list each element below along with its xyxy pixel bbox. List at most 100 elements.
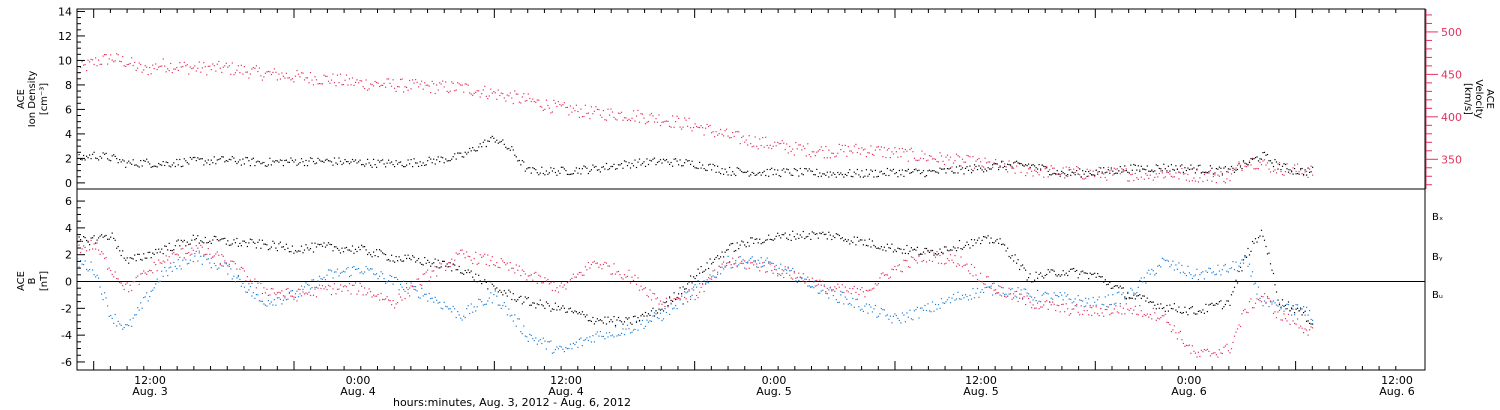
bz-point [787, 267, 789, 269]
ion-density-point [152, 166, 154, 168]
by-point [1306, 306, 1308, 308]
ion-density-point [410, 159, 412, 161]
bx-point [201, 241, 203, 243]
bz-point [529, 275, 531, 277]
velocity-point [978, 157, 980, 160]
bz-point [714, 269, 716, 271]
velocity-point [816, 151, 818, 153]
velocity-point [1038, 174, 1040, 176]
ion-density-point [78, 154, 80, 156]
bz-point [356, 293, 358, 295]
bz-point [550, 282, 552, 284]
bx-point [916, 246, 918, 248]
ion-density-point [159, 164, 161, 166]
ion-density-point [1188, 168, 1190, 171]
bx-point [693, 276, 695, 278]
bx-point [514, 299, 516, 301]
bx-point [841, 237, 843, 239]
ion-density-point [108, 159, 110, 161]
velocity-point [684, 117, 686, 119]
by-point [1073, 301, 1075, 303]
bz-point [1094, 312, 1096, 314]
velocity-point [961, 158, 964, 160]
bz-point [661, 303, 663, 305]
velocity-point [739, 143, 741, 145]
bz-point [1076, 303, 1078, 305]
by-point [171, 270, 173, 272]
by-point [802, 273, 804, 275]
ion-density-point [315, 162, 318, 164]
ion-density-point [571, 173, 573, 175]
bx-point [1037, 277, 1039, 279]
by-point [1016, 296, 1018, 298]
velocity-point [470, 93, 472, 95]
bx-point [242, 240, 244, 242]
velocity-point [1253, 168, 1255, 170]
velocity-point [847, 146, 849, 148]
by-point [143, 297, 145, 299]
velocity-point [688, 117, 690, 119]
ion-density-point [688, 160, 690, 162]
bx-point [294, 250, 297, 252]
velocity-point [718, 133, 720, 135]
ion-density-point [1037, 168, 1039, 170]
ion-density-point [554, 171, 556, 174]
bz-point [634, 274, 636, 276]
by-point [1164, 260, 1166, 262]
bz-point [987, 276, 989, 278]
by-point [376, 273, 378, 275]
by-point [1271, 301, 1273, 303]
bx-point [284, 248, 286, 251]
bz-point [772, 272, 774, 274]
ion-density-point [1002, 166, 1004, 169]
bx-point [318, 244, 321, 246]
bz-point [207, 248, 209, 250]
bz-point [1067, 308, 1069, 310]
ion-density-point [922, 170, 925, 172]
bz-point [658, 303, 660, 305]
bz-point [533, 272, 535, 274]
by-point [395, 276, 397, 279]
velocity-point [1307, 176, 1309, 178]
by-point [427, 300, 429, 302]
bx-point [909, 250, 911, 252]
velocity-point [1076, 166, 1078, 168]
ion-density-point [424, 164, 426, 166]
ion-density-point [1300, 168, 1302, 170]
velocity-point [897, 156, 899, 158]
bx-point [385, 254, 387, 256]
bz-point [1248, 301, 1251, 303]
ion-density-point [122, 159, 124, 161]
bz-point [215, 253, 217, 255]
by-point [1160, 266, 1162, 268]
velocity-point [1073, 168, 1075, 170]
bx-point [1158, 307, 1160, 309]
ion-density-point [155, 165, 157, 167]
bx-point [445, 265, 447, 267]
velocity-point [697, 126, 699, 128]
bz-point [385, 298, 387, 300]
bx-point [279, 241, 281, 243]
by-point [649, 320, 651, 322]
bx-point [275, 247, 277, 249]
by-point [359, 272, 361, 274]
bz-point [918, 255, 920, 257]
ion-density-point [401, 164, 403, 167]
bz-point [373, 294, 375, 296]
bz-point [1203, 349, 1205, 351]
ion-density-point [1100, 167, 1102, 169]
bz-point [548, 283, 550, 285]
bx-point [356, 250, 358, 253]
bx-point [792, 230, 794, 232]
bx-point [149, 251, 151, 253]
velocity-point [690, 127, 692, 129]
bz-point [398, 293, 400, 295]
bz-point [1143, 314, 1145, 316]
by-point [553, 351, 555, 354]
velocity-point [535, 101, 537, 103]
by-point [973, 297, 976, 299]
velocity-point [672, 115, 674, 117]
bx-point [236, 237, 238, 240]
ion-density-point [110, 160, 112, 162]
bx-point [464, 269, 466, 272]
